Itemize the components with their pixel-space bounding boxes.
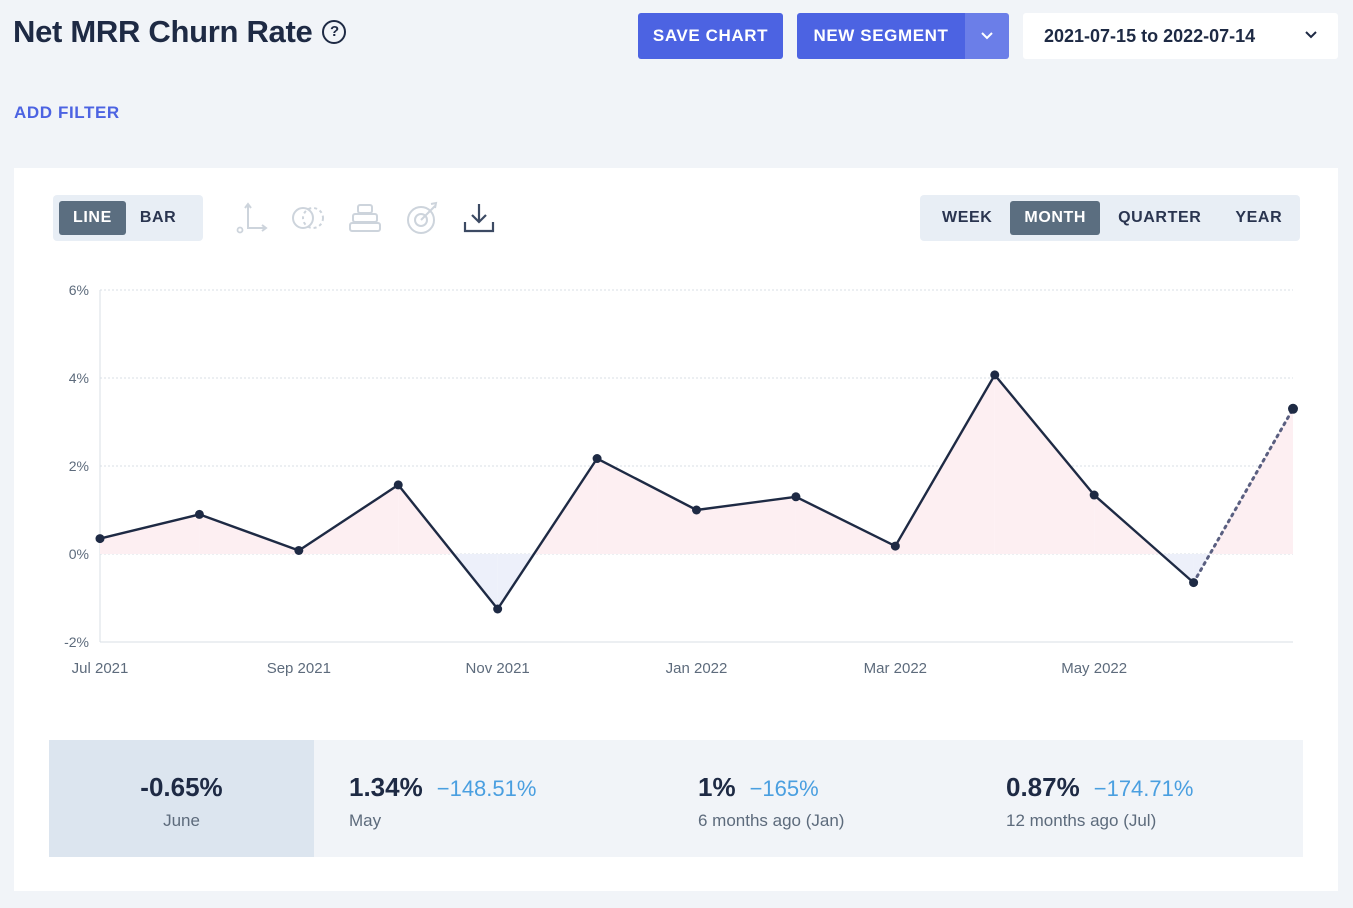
stat-change: −174.71% <box>1093 776 1194 801</box>
date-range-picker[interactable]: 2021-07-15 to 2022-07-14 <box>1023 13 1338 59</box>
line-segment <box>199 513 300 552</box>
data-point <box>493 604 503 614</box>
line-segment <box>993 374 1096 496</box>
x-tick-label: Jan 2022 <box>666 660 728 677</box>
data-point <box>294 545 304 555</box>
x-tick-label: Sep 2021 <box>267 660 331 677</box>
stat-label: 12 months ago (Jul) <box>1006 811 1157 830</box>
stat-item: 1% −165% 6 months ago (Jan) <box>698 772 844 831</box>
area-fill <box>696 496 796 554</box>
stat-label: 6 months ago (Jan) <box>698 811 845 830</box>
data-point <box>1189 578 1199 588</box>
period-month[interactable]: MONTH <box>1010 201 1101 235</box>
x-tick-label: May 2022 <box>1061 660 1127 677</box>
line-segment <box>696 495 797 512</box>
stat-item: 1.34% −148.51% May <box>349 772 536 831</box>
compare-icon[interactable] <box>290 200 326 236</box>
x-tick-label: Mar 2022 <box>864 660 927 677</box>
stat-item: 0.87% −174.71% 12 months ago (Jul) <box>1006 772 1193 831</box>
line-segment <box>795 495 896 548</box>
add-filter-link[interactable]: ADD FILTER <box>14 103 120 122</box>
data-point <box>592 454 602 464</box>
y-tick-label: -2% <box>64 634 89 650</box>
y-tick-label: 6% <box>69 282 89 298</box>
download-icon[interactable] <box>461 200 497 236</box>
area-fill <box>100 514 200 554</box>
data-point <box>1288 403 1298 414</box>
data-point <box>1089 490 1099 500</box>
chart-type-line[interactable]: LINE <box>59 201 126 235</box>
line-segment <box>397 484 499 610</box>
stat-change: −148.51% <box>436 776 537 801</box>
chart-type-bar[interactable]: BAR <box>139 209 177 226</box>
chevron-down-icon <box>981 32 993 40</box>
data-point <box>194 509 204 519</box>
new-segment-button[interactable]: NEW SEGMENT <box>797 13 965 59</box>
period-week[interactable]: WEEK <box>942 209 993 226</box>
y-tick-label: 4% <box>69 370 89 386</box>
stack-icon[interactable] <box>347 200 383 236</box>
stat-current: -0.65% June <box>49 740 314 857</box>
period-year[interactable]: YEAR <box>1235 209 1283 226</box>
y-tick-label: 2% <box>69 458 89 474</box>
line-chart: 6% 4% 2% 0% -2% Jul 2021 Sep 2021 Nov 2021 Jan 2… <box>64 282 1298 677</box>
area-fill <box>597 458 697 554</box>
segment-dropdown-button[interactable] <box>965 13 1009 59</box>
line-segment <box>596 457 698 512</box>
stat-value: 1% <box>698 772 736 802</box>
line-segment <box>496 457 599 610</box>
stat-label: June <box>163 811 200 830</box>
stat-label: May <box>349 811 382 830</box>
page-title: Net MRR Churn Rate ? <box>13 14 347 50</box>
chart-type-toggle: LINE BAR <box>53 195 203 241</box>
data-point <box>791 492 801 502</box>
y-tick-label: 0% <box>69 546 89 562</box>
data-point <box>393 480 403 490</box>
axis-icon[interactable] <box>234 200 270 236</box>
chart-card: LINE BAR WEEK MONTH QUARTER YEAR 6% 4% 2% 0… <box>14 168 1338 891</box>
stat-change: −165% <box>749 776 819 801</box>
chevron-down-icon <box>1305 31 1317 39</box>
data-point <box>890 541 900 551</box>
x-tick-label: Nov 2021 <box>466 660 530 677</box>
period-toggle: WEEK MONTH QUARTER YEAR <box>920 195 1300 241</box>
date-range-text: 2021-07-15 to 2022-07-14 <box>1044 25 1256 46</box>
line-segment <box>298 483 399 552</box>
data-point <box>990 370 1000 380</box>
stat-value: -0.65% <box>140 772 223 802</box>
stat-value: 0.87% <box>1006 772 1080 802</box>
stat-value: 1.34% <box>349 772 423 802</box>
area-fill <box>1209 408 1293 554</box>
stats-bar: -0.65% June 1.34% −148.51% May 1% −165% … <box>49 740 1303 857</box>
goal-icon[interactable] <box>405 200 441 236</box>
area-fill <box>994 374 1095 554</box>
data-point <box>692 505 701 515</box>
period-quarter[interactable]: QUARTER <box>1118 209 1202 226</box>
data-point <box>95 534 105 544</box>
line-segment <box>894 374 996 547</box>
projected-line-segment <box>1192 407 1295 585</box>
line-segment <box>1093 494 1195 584</box>
help-icon[interactable]: ? <box>322 20 347 44</box>
line-segment <box>99 513 200 540</box>
save-chart-button[interactable]: SAVE CHART <box>638 13 783 59</box>
x-tick-label: Jul 2021 <box>72 660 129 677</box>
area-fill <box>795 496 896 554</box>
page-title-text: Net MRR Churn Rate <box>13 14 313 49</box>
